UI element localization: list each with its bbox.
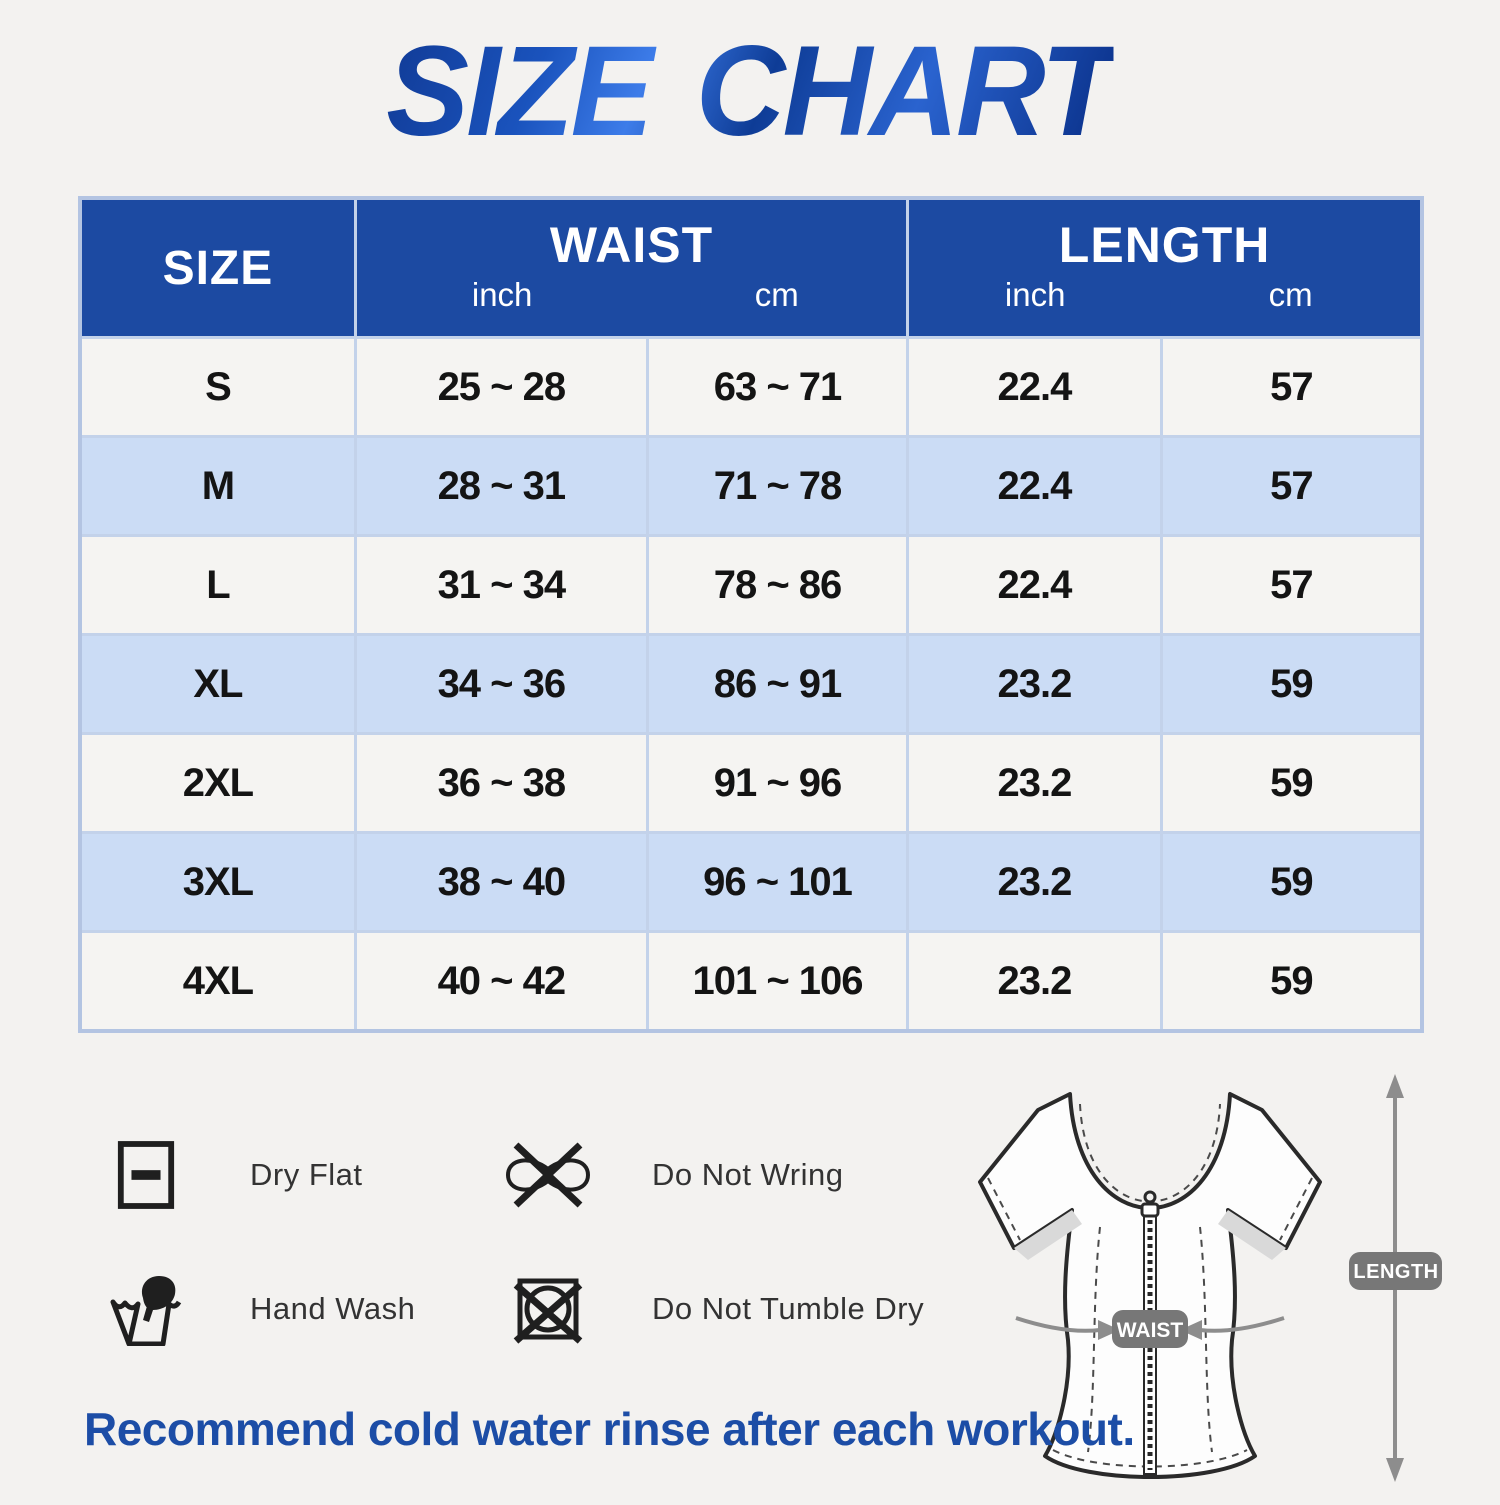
size-cell: S [82,339,354,435]
waist-cm-cell: 78 ~ 86 [648,537,907,633]
waist-inch-cell: 40 ~ 42 [356,933,646,1029]
do-not-tumble-dry-icon [500,1271,596,1347]
length-inch-cell: 22.4 [909,339,1160,435]
size-cell: M [82,438,354,534]
length-unit-cm: cm [1268,276,1313,313]
length-inch-cell: 23.2 [909,834,1160,930]
waist-inch-cell: 25 ~ 28 [356,339,646,435]
column-header-waist: WAIST inch cm [356,200,907,336]
column-header-size: SIZE [82,200,354,336]
care-item-do-not-tumble-dry: Do Not Tumble Dry [500,1242,970,1376]
care-instructions: Dry Flat Do Not Wring Hand Wash [98,1108,970,1376]
length-cm-cell: 59 [1162,834,1420,930]
care-label: Dry Flat [250,1157,363,1192]
sleeve-shading-left [1014,1210,1082,1260]
waist-cm-cell: 86 ~ 91 [648,636,907,732]
length-cm-cell: 59 [1162,735,1420,831]
size-cell: 2XL [82,735,354,831]
size-chart-table: SIZE WAIST inch cm LENGTH inch cm S 25 ~… [78,196,1424,1033]
length-inch-cell: 23.2 [909,933,1160,1029]
care-label: Do Not Wring [652,1157,844,1192]
length-inch-cell: 23.2 [909,735,1160,831]
length-units: inch cm [909,276,1420,314]
waist-pill [1112,1310,1188,1348]
waist-unit-cm: cm [754,276,799,313]
column-header-length: LENGTH inch cm [909,200,1420,336]
waist-cm-cell: 63 ~ 71 [648,339,907,435]
hand-wash-icon [98,1272,194,1346]
garment-measurement-diagram: WAIST LENGTH [950,1052,1460,1500]
waist-arrows [1015,1316,1285,1340]
page-title: SIZE CHART [386,20,1116,163]
length-inch-cell: 22.4 [909,438,1160,534]
size-cell: XL [82,636,354,732]
waist-inch-cell: 31 ~ 34 [356,537,646,633]
care-item-do-not-wring: Do Not Wring [500,1108,970,1242]
size-cell: 3XL [82,834,354,930]
length-inch-cell: 22.4 [909,537,1160,633]
waist-cm-cell: 96 ~ 101 [648,834,907,930]
care-label: Hand Wash [250,1291,416,1326]
length-inch-cell: 23.2 [909,636,1160,732]
waist-inch-cell: 34 ~ 36 [356,636,646,732]
length-pill-label: LENGTH [1353,1261,1438,1283]
waist-inch-cell: 28 ~ 31 [356,438,646,534]
waist-inch-cell: 36 ~ 38 [356,735,646,831]
care-label: Do Not Tumble Dry [652,1291,925,1326]
page-title-wrap: SIZE CHART [0,18,1500,165]
size-cell: 4XL [82,933,354,1029]
length-unit-inch: inch [1004,276,1066,313]
waist-header-label: WAIST [549,217,714,273]
sleeve-shading-right [1218,1210,1286,1260]
waist-units: inch cm [357,276,906,314]
waist-unit-inch: inch [471,276,533,313]
waist-inch-cell: 38 ~ 40 [356,834,646,930]
footer-note: Recommend cold water rinse after each wo… [84,1403,1135,1455]
length-cm-cell: 57 [1162,438,1420,534]
dry-flat-icon [98,1139,194,1211]
length-pill [1349,1252,1442,1290]
size-cell: L [82,537,354,633]
length-cm-cell: 59 [1162,636,1420,732]
waist-cm-cell: 71 ~ 78 [648,438,907,534]
length-cm-cell: 59 [1162,933,1420,1029]
length-header-label: LENGTH [1058,217,1271,273]
length-cm-cell: 57 [1162,537,1420,633]
shirt-illustration: WAIST LENGTH [978,1074,1442,1482]
waist-cm-cell: 91 ~ 96 [648,735,907,831]
waist-cm-cell: 101 ~ 106 [648,933,907,1029]
care-item-dry-flat: Dry Flat [98,1108,500,1242]
do-not-wring-icon [500,1139,596,1211]
waist-pill-label: WAIST [1117,1319,1184,1342]
length-cm-cell: 57 [1162,339,1420,435]
care-item-hand-wash: Hand Wash [98,1242,500,1376]
